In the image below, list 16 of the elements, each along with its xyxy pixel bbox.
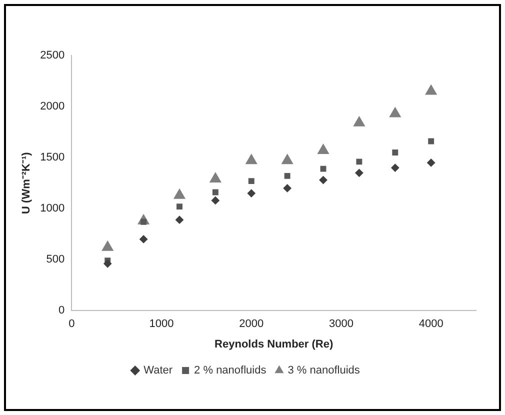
- y-tick-label: 2000: [40, 100, 65, 113]
- y-tick-label: 0: [58, 304, 65, 317]
- x-axis-title: Reynolds Number (Re): [214, 338, 334, 350]
- y-tick-label: 1000: [40, 202, 65, 215]
- y-tick-label: 500: [46, 254, 65, 266]
- y-axis-title: U (Wm⁻²K⁻¹): [20, 152, 33, 214]
- legend-label: 3 % nanofluids: [288, 364, 360, 377]
- x-tick-label: 0: [68, 318, 75, 330]
- x-tick-label: 2000: [239, 318, 264, 330]
- y-tick-label: 1500: [40, 152, 65, 164]
- y-tick-label: 2500: [40, 50, 65, 62]
- x-tick-label: 1000: [149, 318, 174, 330]
- x-tick-label: 4000: [418, 318, 444, 330]
- legend-label: 2 % nanofluids: [194, 364, 267, 377]
- x-tick-label: 3000: [328, 318, 354, 330]
- legend-label: Water: [144, 364, 173, 377]
